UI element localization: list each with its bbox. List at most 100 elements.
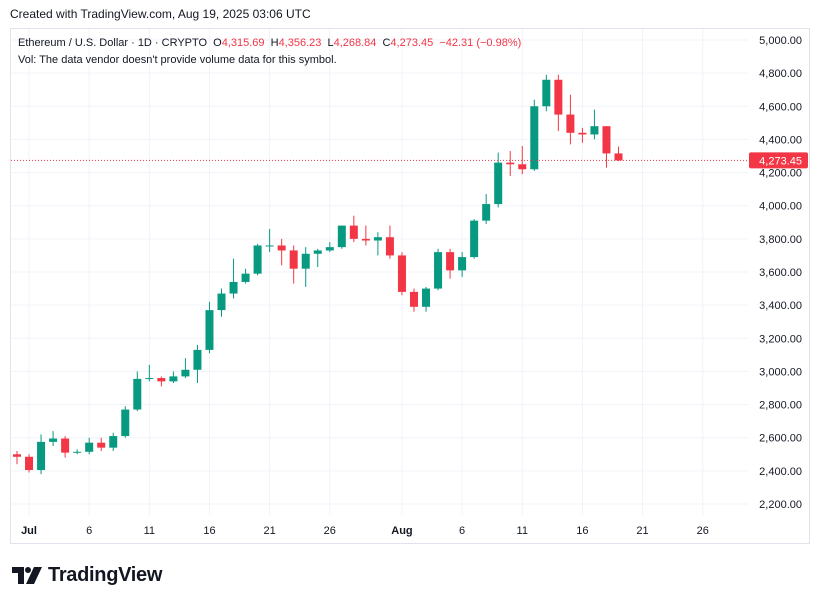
candle-up: [373, 232, 382, 256]
candle-up: [482, 194, 491, 224]
candle-up: [229, 258, 238, 299]
candle-body: [602, 126, 611, 154]
candle-up: [85, 437, 94, 455]
candle-body: [566, 114, 575, 133]
candle-down: [446, 248, 455, 279]
x-tick-label: 11: [144, 525, 155, 537]
candle-up: [530, 99, 539, 171]
candle-body: [25, 456, 34, 471]
candle-up: [181, 358, 190, 379]
candle-up: [145, 364, 154, 382]
candle-body: [337, 225, 346, 248]
y-tick-label: 3,200.00: [759, 333, 802, 345]
x-tick-label: 16: [203, 525, 215, 537]
tradingview-wordmark: TradingView: [48, 563, 163, 586]
candle-body: [361, 238, 370, 241]
candle-down: [602, 126, 611, 168]
candle-body: [253, 245, 262, 274]
candle-up: [193, 344, 202, 384]
last-price-label: 4,273.45: [759, 155, 802, 167]
candle-body: [614, 153, 623, 161]
candle-body: [397, 255, 406, 292]
candle-body: [61, 438, 70, 453]
y-tick-label: 2,800.00: [759, 400, 802, 412]
candle-body: [13, 454, 21, 457]
y-tick-label: 4,800.00: [759, 68, 802, 80]
candle-body: [506, 162, 515, 165]
candle-up: [301, 247, 310, 287]
candle-body: [37, 441, 46, 471]
candle-body: [542, 79, 551, 107]
candle-down: [409, 288, 418, 312]
candle-body: [85, 442, 94, 452]
open-value: 4,315.69: [221, 37, 265, 49]
candle-body: [265, 245, 274, 247]
x-tick-label: Aug: [391, 525, 412, 537]
candle-up: [542, 74, 551, 112]
candle-down: [349, 215, 358, 243]
candle-body: [133, 378, 142, 410]
time-axis: Jul 6 11 16 21 26 Aug 6 11 16 21 26: [21, 525, 709, 537]
y-tick-label: 4,400.00: [759, 134, 802, 146]
x-tick-label: 11: [517, 525, 528, 537]
candle-down: [385, 225, 394, 259]
tradingview-brand[interactable]: TradingView: [12, 562, 162, 588]
y-tick-label: 2,200.00: [759, 499, 802, 511]
candle-up: [133, 371, 142, 412]
chart-grid: [11, 29, 748, 515]
tradingview-logo-icon: [12, 565, 44, 585]
candle-up: [434, 248, 443, 291]
candle-body: [121, 409, 130, 437]
candle-body: [169, 376, 178, 382]
symbol-title: Ethereum / U.S. Dollar · 1D · CRYPTO: [18, 37, 208, 49]
candle-body: [181, 369, 190, 377]
candle-up: [422, 286, 431, 312]
candle-down: [25, 454, 34, 473]
candle-body: [289, 250, 298, 269]
candle-up: [37, 434, 46, 475]
candle-down: [614, 146, 623, 162]
candle-up: [241, 268, 250, 284]
candle-up: [49, 431, 58, 446]
y-tick-label: 3,400.00: [759, 300, 802, 312]
candle-up: [109, 432, 118, 451]
x-tick-label: 21: [636, 525, 648, 537]
last-price-line: 4,273.45: [11, 152, 808, 169]
candle-down: [61, 436, 70, 458]
candle-up: [494, 152, 503, 208]
y-tick-label: 4,600.00: [759, 101, 802, 113]
candle-up: [217, 288, 226, 317]
x-tick-label: Jul: [21, 525, 37, 537]
candle-down: [361, 225, 370, 246]
candle-up: [265, 228, 274, 253]
candle-body: [590, 126, 599, 135]
candle-body: [241, 273, 250, 282]
candle-body: [422, 288, 431, 307]
y-tick-label: 4,200.00: [759, 168, 802, 180]
candles: [13, 74, 623, 475]
candle-up: [205, 301, 214, 354]
candle-down: [566, 94, 575, 145]
candle-body: [373, 237, 382, 241]
low-value: 4,268.84: [333, 37, 377, 49]
candle-body: [145, 378, 154, 380]
candle-up: [470, 218, 479, 259]
candle-up: [169, 371, 178, 384]
candle-body: [578, 132, 587, 135]
y-tick-label: 5,000.00: [759, 35, 802, 47]
candle-body: [494, 162, 503, 205]
candle-body: [385, 237, 394, 256]
volume-note: Vol: The data vendor doesn't provide vol…: [18, 54, 337, 66]
ohlc-row: Ethereum / U.S. Dollar · 1D · CRYPTO O4,…: [18, 35, 521, 52]
y-tick-label: 2,400.00: [759, 466, 802, 478]
candle-body: [313, 250, 322, 254]
candle-body: [446, 252, 455, 271]
candle-body: [518, 164, 527, 170]
y-tick-label: 3,800.00: [759, 234, 802, 246]
candle-up: [590, 109, 599, 140]
candle-down: [578, 127, 587, 143]
candle-down: [518, 146, 527, 175]
candle-body: [193, 349, 202, 370]
x-tick-label: 21: [264, 525, 276, 537]
